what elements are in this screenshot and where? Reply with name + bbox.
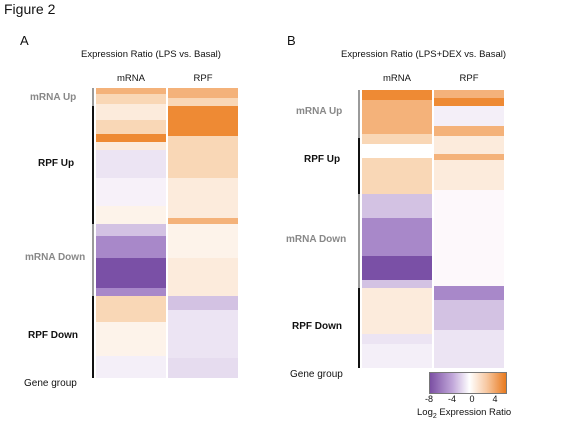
heatmap-band	[434, 330, 504, 368]
heatmap-band	[168, 136, 238, 178]
heatmap-band	[362, 194, 432, 218]
heatmap-band	[362, 218, 432, 256]
heatmap-band	[96, 356, 166, 378]
heatmap-band	[168, 224, 238, 258]
group-bracket	[92, 296, 94, 378]
heatmap-band	[96, 120, 166, 134]
heatmap-band	[362, 144, 432, 158]
heatmap-band	[96, 224, 166, 236]
heatmap-column-mrna	[362, 90, 432, 368]
heatmap-band	[96, 258, 166, 288]
heatmap-band	[434, 98, 504, 106]
heatmap-band	[434, 126, 504, 136]
heatmap	[362, 90, 506, 368]
group-label-mrna-up: mRNA Up	[30, 92, 77, 103]
heatmap-band	[96, 288, 166, 296]
heatmap-band	[434, 300, 504, 330]
heatmap-band	[434, 190, 504, 286]
panel-title: Expression Ratio (LPS vs. Basal)	[81, 49, 221, 60]
heatmap-band	[96, 296, 166, 322]
color-scale-label-suffix: Expression Ratio	[436, 407, 512, 418]
column-header-rpf: RPF	[459, 73, 479, 84]
heatmap-band	[168, 218, 238, 224]
heatmap-band	[362, 344, 432, 368]
group-label-mrna-down: mRNA Down	[286, 234, 347, 245]
column-header-mrna: mRNA	[383, 73, 411, 84]
heatmap-band	[434, 106, 504, 126]
heatmap-band	[362, 100, 432, 134]
heatmap-band	[362, 90, 432, 100]
heatmap-column-rpf	[434, 90, 504, 368]
figure-title: Figure 2	[4, 1, 56, 17]
group-bracket	[358, 138, 360, 194]
group-bracket	[92, 106, 94, 224]
heatmap-band	[168, 258, 238, 296]
column-header-rpf: RPF	[193, 73, 213, 84]
heatmap-band	[96, 88, 166, 94]
heatmap-band	[96, 94, 166, 104]
heatmap-band	[362, 158, 432, 194]
heatmap-band	[362, 256, 432, 280]
heatmap-band	[96, 322, 166, 356]
panel-letter: A	[20, 33, 29, 48]
color-scale-label-prefix: Log	[417, 407, 433, 418]
heatmap-band	[96, 134, 166, 142]
heatmap-column-rpf	[168, 88, 238, 378]
group-bracket	[92, 224, 94, 296]
group-label-rpf-up: RPF Up	[304, 154, 341, 165]
group-bracket	[358, 90, 360, 138]
heatmap-band	[168, 358, 238, 378]
group-bracket	[358, 194, 360, 288]
heatmap-band	[434, 160, 504, 190]
heatmap-column-mrna	[96, 88, 166, 378]
color-scale-label-subscript: 2	[432, 412, 437, 420]
heatmap-band	[434, 136, 504, 154]
heatmap-band	[168, 98, 238, 106]
gene-group-label: Gene group	[24, 378, 77, 389]
group-label-rpf-up: RPF Up	[38, 158, 75, 169]
group-label-rpf-down: RPF Down	[28, 330, 78, 341]
heatmap-band	[96, 142, 166, 150]
heatmap-band	[362, 280, 432, 288]
heatmap-band	[96, 236, 166, 258]
heatmap-band	[434, 154, 504, 160]
color-scale-bar	[429, 372, 507, 394]
heatmap-band	[362, 288, 432, 334]
group-bracket	[92, 88, 94, 106]
heatmap-band	[96, 150, 166, 178]
heatmap-band	[168, 106, 238, 136]
heatmap-band	[96, 206, 166, 224]
heatmap-band	[168, 178, 238, 218]
group-bracket	[358, 288, 360, 368]
heatmap-band	[96, 178, 166, 206]
legend-tick: -4	[447, 394, 456, 404]
heatmap-band	[168, 88, 238, 98]
legend-tick: 4	[492, 394, 498, 404]
group-label-mrna-up: mRNA Up	[296, 106, 343, 117]
heatmap-band	[168, 296, 238, 310]
legend-tick: -8	[424, 394, 433, 404]
heatmap	[96, 88, 240, 378]
heatmap-band	[434, 286, 504, 300]
column-header-mrna: mRNA	[117, 73, 145, 84]
color-scale-label: Log2 Expression Ratio	[417, 407, 511, 420]
heatmap-band	[168, 310, 238, 358]
group-label-rpf-down: RPF Down	[292, 321, 342, 332]
gene-group-label: Gene group	[290, 369, 343, 380]
heatmap-band	[434, 90, 504, 98]
panel-letter: B	[287, 33, 296, 48]
panel-title: Expression Ratio (LPS+DEX vs. Basal)	[341, 49, 506, 60]
heatmap-band	[362, 334, 432, 344]
group-label-mrna-down: mRNA Down	[25, 252, 86, 263]
legend-tick: 0	[469, 394, 475, 404]
heatmap-band	[96, 104, 166, 120]
heatmap-band	[362, 134, 432, 144]
